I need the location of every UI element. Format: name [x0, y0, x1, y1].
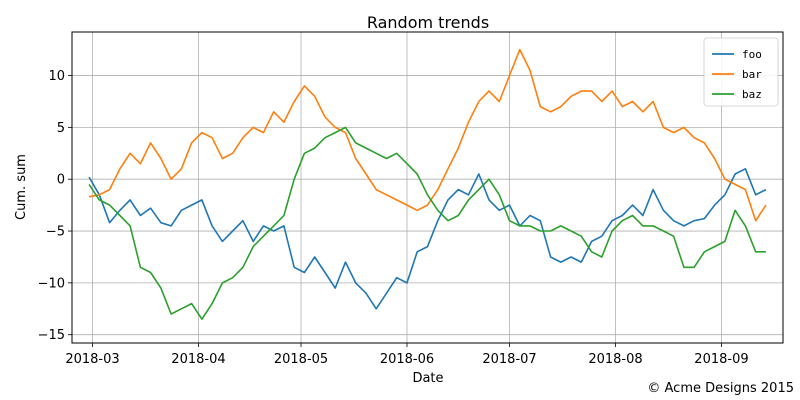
x-axis-label: Date: [412, 371, 443, 386]
x-tick-label: 2018-09: [694, 352, 748, 367]
series-lines: [88, 48, 767, 321]
x-tick-label: 2018-07: [482, 352, 536, 367]
legend-label-bar: bar: [742, 68, 762, 81]
y-tick-label: 10: [48, 69, 65, 84]
y-ticks: −15 −10 −5 0 5 10: [38, 69, 72, 343]
legend-box: [703, 37, 779, 107]
plot-frame: [71, 31, 784, 344]
y-tick-label: 5: [57, 121, 65, 136]
legend: foo bar baz: [703, 37, 779, 107]
gridlines: [72, 32, 783, 343]
series-line-baz: [88, 126, 766, 321]
legend-label-foo: foo: [742, 48, 762, 61]
x-tick-label: 2018-03: [65, 352, 119, 367]
x-tick-label: 2018-04: [171, 352, 225, 367]
y-tick-label: −15: [38, 328, 65, 343]
x-tick-label: 2018-08: [588, 352, 642, 367]
y-tick-label: −5: [46, 225, 65, 240]
y-tick-label: 0: [57, 173, 65, 188]
legend-label-baz: baz: [742, 88, 762, 101]
chart-title: Random trends: [367, 13, 489, 32]
series-line-bar: [88, 48, 767, 222]
y-axis-label: Cum. sum: [14, 154, 29, 220]
y-tick-label: −10: [38, 276, 65, 291]
x-ticks: 2018-03 2018-04 2018-05 2018-06 2018-07 2018-…: [65, 343, 749, 367]
x-tick-label: 2018-05: [274, 352, 328, 367]
x-tick-label: 2018-06: [380, 352, 434, 367]
credit-text: © Acme Designs 2015: [647, 381, 794, 396]
series-line-foo: [88, 168, 767, 310]
